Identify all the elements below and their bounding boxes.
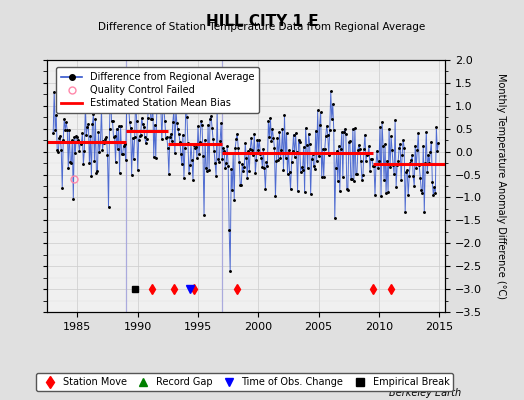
Legend: Difference from Regional Average, Quality Control Failed, Estimated Station Mean: Difference from Regional Average, Qualit… [56, 67, 259, 113]
Text: Berkeley Earth: Berkeley Earth [389, 388, 461, 398]
Text: Difference of Station Temperature Data from Regional Average: Difference of Station Temperature Data f… [99, 22, 425, 32]
Legend: Station Move, Record Gap, Time of Obs. Change, Empirical Break: Station Move, Record Gap, Time of Obs. C… [36, 373, 453, 391]
Y-axis label: Monthly Temperature Anomaly Difference (°C): Monthly Temperature Anomaly Difference (… [496, 73, 506, 299]
Text: HILL CITY 1 E: HILL CITY 1 E [206, 14, 318, 29]
